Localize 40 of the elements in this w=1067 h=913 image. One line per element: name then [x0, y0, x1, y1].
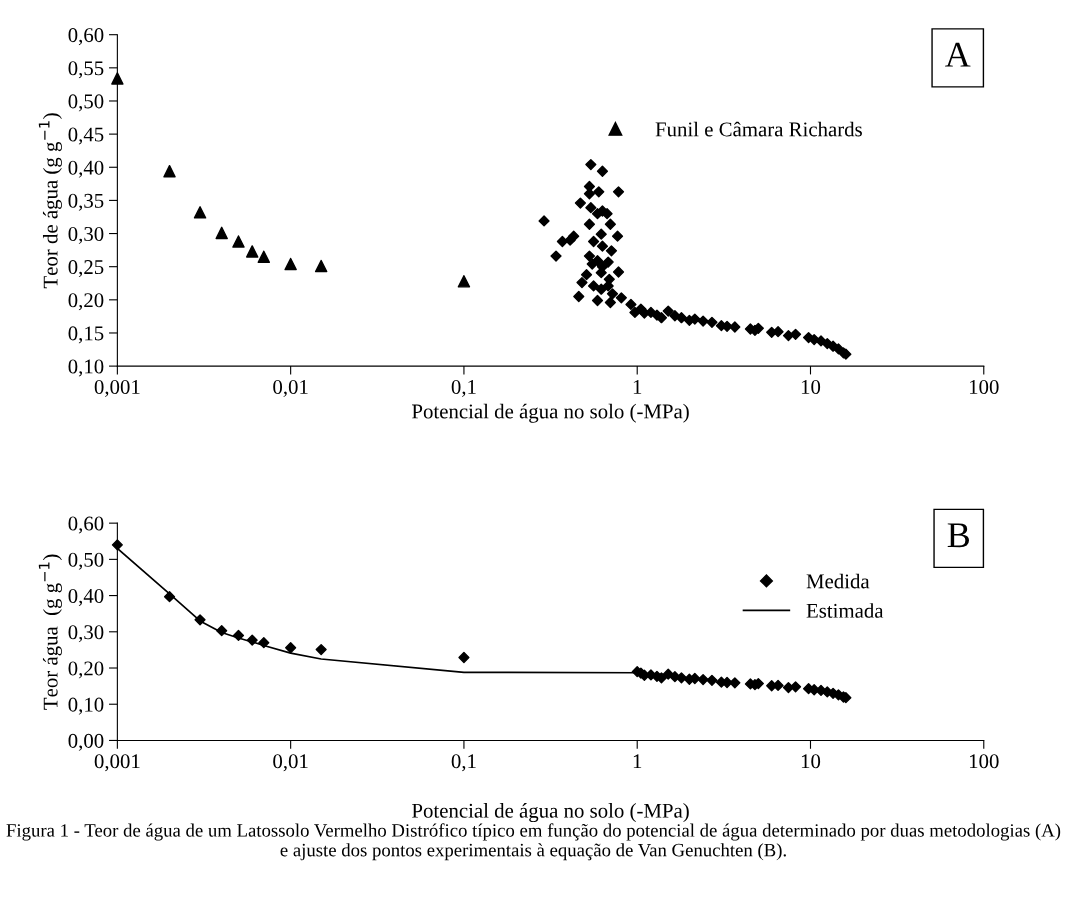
legend-label: Funil e Câmara Richards: [655, 121, 862, 137]
y-tick-label: 0,25: [68, 260, 104, 278]
y-axis-title: Teor água (g g$^{−1}$): [38, 554, 62, 710]
x-tick-label: 100: [969, 754, 999, 769]
text: Figura 1 - Teor de água de um Latossolo Vermelho Distrófico típico em função do potencial de água determinado por duas metodologias (A) e ajuste dos pontos experimentais à equação de Van Genuchten (B).: [6, 823, 1061, 861]
y-tick-label: 0,50: [68, 94, 104, 112]
y-tick-label: 0,10: [68, 359, 104, 377]
y-tick-label: 0,45: [68, 127, 104, 145]
y-tick-label: 0,15: [68, 326, 104, 344]
annotation: A: [945, 42, 971, 67]
x-tick-label: 0,1: [451, 754, 476, 772]
x-tick-label: 0,001: [94, 754, 140, 772]
y-tick-label: 0,35: [68, 193, 104, 211]
annotation: B: [947, 523, 970, 548]
y-tick-label: 0,10: [68, 697, 104, 715]
legend-label: Estimada: [806, 603, 884, 618]
y-tick-label: 0,60: [68, 516, 104, 534]
x-tick-label: 1: [633, 754, 642, 769]
y-axis-title: Teor de água (g g$^{−1}$): [38, 113, 62, 289]
y-tick-label: 0,30: [68, 226, 104, 244]
x-axis-title: Potencial de água no solo (-MPa): [412, 403, 689, 423]
x-tick-label: 10: [801, 754, 821, 769]
y-tick-label: 0,55: [68, 61, 104, 79]
y-tick-label: 0,20: [68, 293, 104, 311]
x-axis-title: Potencial de água no solo (-MPa): [412, 803, 689, 823]
x-tick-label: 10: [801, 379, 821, 394]
legend-label: Medida: [806, 573, 870, 589]
y-tick-label: 0,50: [68, 552, 104, 570]
y-tick-label: 0,30: [68, 625, 104, 643]
x-tick-label: 0,1: [451, 379, 476, 397]
x-tick-label: 100: [969, 379, 999, 394]
y-tick-label: 0,40: [68, 160, 104, 178]
y-tick-label: 0,40: [68, 588, 104, 607]
y-tick-label: 0,20: [68, 661, 104, 679]
y-tick-label: 0,60: [68, 28, 104, 46]
x-tick-label: 1: [633, 380, 642, 394]
x-tick-label: 0,01: [273, 379, 308, 397]
x-tick-label: 0,01: [273, 754, 308, 772]
x-tick-label: 0,001: [94, 379, 140, 397]
y-tick-label: 0,00: [68, 733, 104, 751]
